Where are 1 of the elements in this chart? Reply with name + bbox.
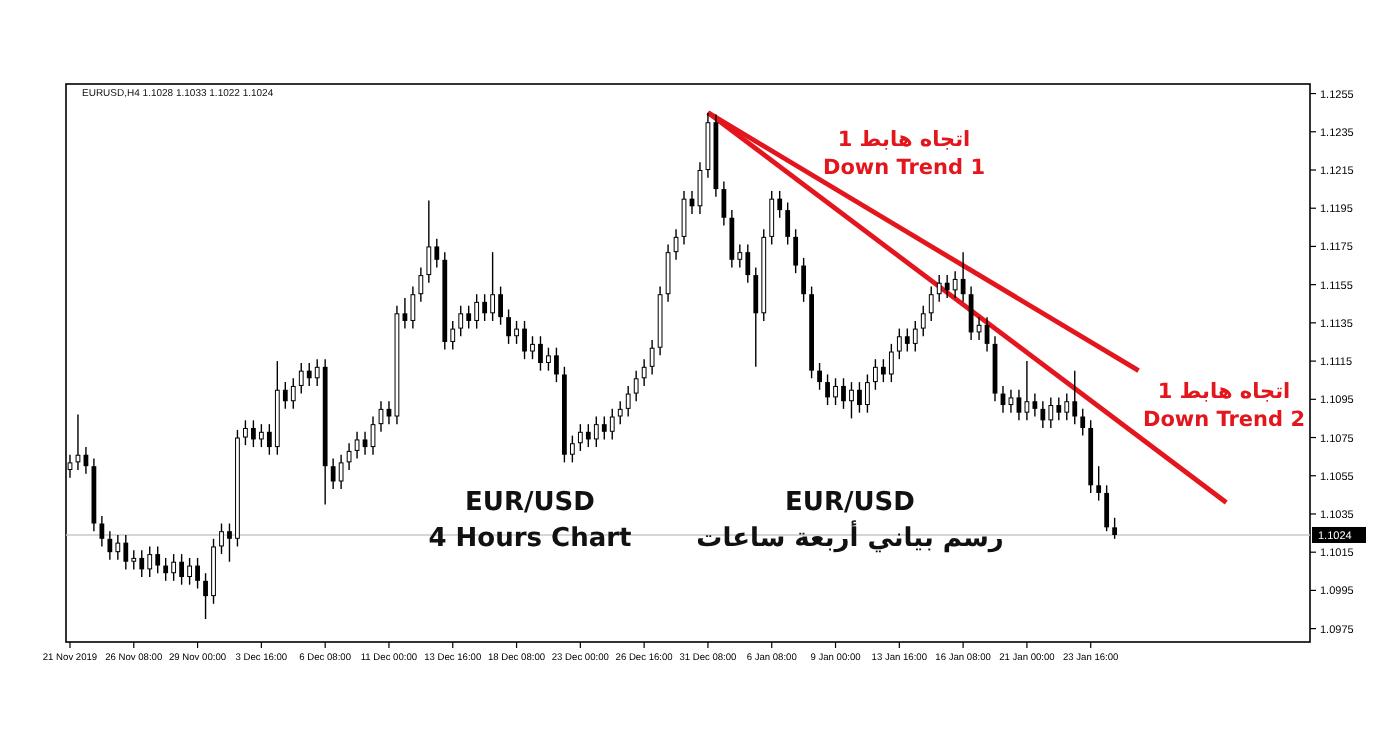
annotation: EUR/USD 4 Hours Chart (428, 488, 632, 554)
